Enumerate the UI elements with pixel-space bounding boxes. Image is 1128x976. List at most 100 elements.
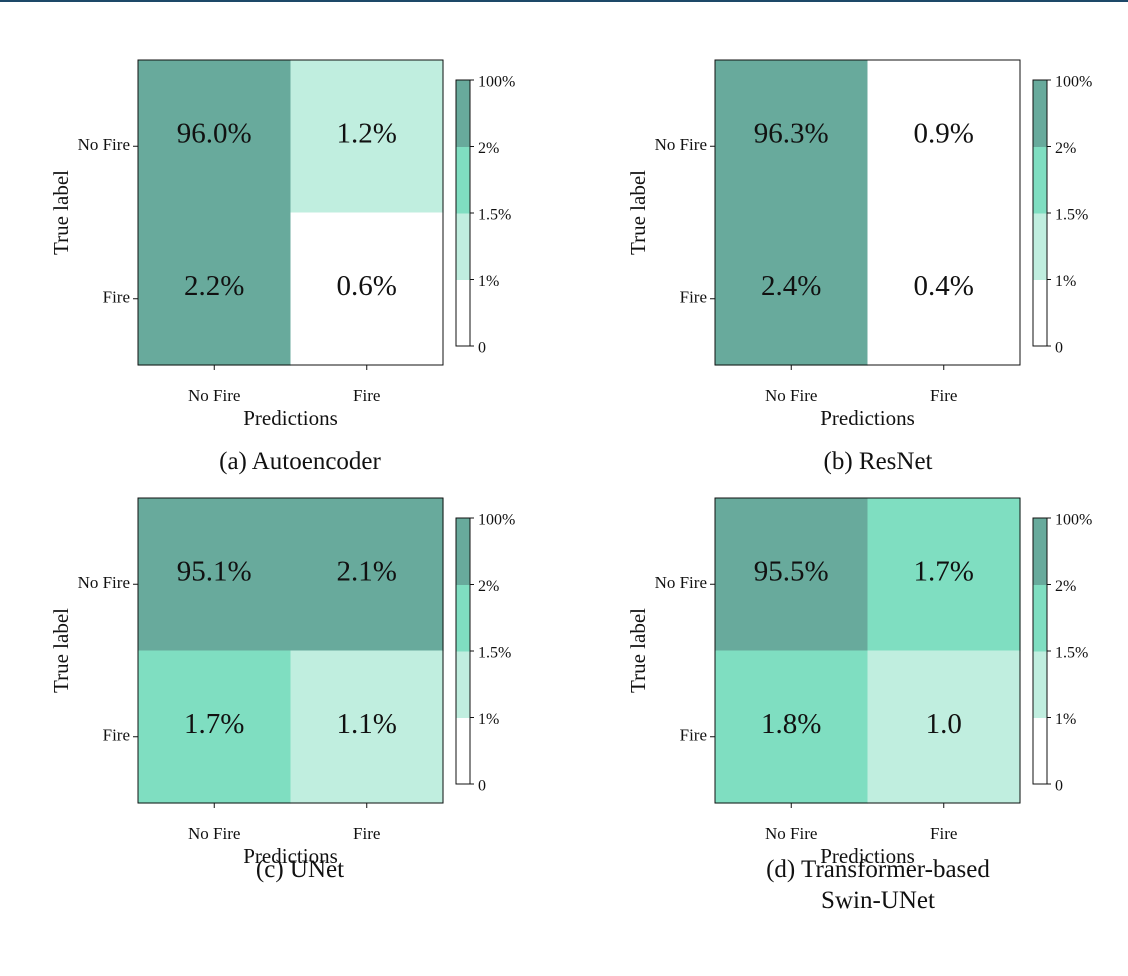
colorbar-segment: [456, 279, 470, 347]
colorbar-tick-label: 1.5%: [1055, 645, 1088, 662]
colorbar-segment: [456, 584, 470, 652]
heatmap-cell: [867, 498, 1021, 652]
y-tick-label: Fire: [103, 288, 130, 307]
y-tick-label: No Fire: [78, 135, 130, 154]
colorbar-tick-label: 100%: [478, 74, 515, 91]
x-tick-label: No Fire: [765, 386, 817, 405]
colorbar-segment: [1033, 518, 1047, 585]
cell-value-label: 96.3%: [754, 118, 829, 150]
heatmap-cell: [138, 650, 292, 804]
colorbar-tick-label: 0: [1055, 778, 1063, 795]
x-axis-title: Predictions: [820, 844, 915, 868]
x-axis-title: Predictions: [243, 844, 338, 868]
colorbar-tick-label: 100%: [1055, 512, 1092, 529]
colorbar-segment: [1033, 584, 1047, 652]
colorbar-tick-label: 1%: [1055, 273, 1076, 290]
heatmap-cell: [290, 498, 444, 652]
y-axis-title: True label: [49, 170, 73, 255]
colorbar-tick-label: 2%: [478, 140, 499, 157]
y-tick-label: No Fire: [655, 135, 707, 154]
colorbar-tick-label: 1%: [1055, 711, 1076, 728]
heatmap-cell: [715, 650, 869, 804]
heatmap-cell: [867, 650, 1021, 804]
cell-value-label: 1.8%: [761, 708, 821, 740]
colorbar-tick-label: 100%: [1055, 74, 1092, 91]
top-rule: [0, 0, 1128, 2]
x-tick-label: No Fire: [765, 824, 817, 843]
heatmap-frame: [714, 59, 1021, 366]
heatmap-cell: [715, 60, 869, 214]
y-tick-label: No Fire: [655, 573, 707, 592]
colorbar-tick-label: 1.5%: [1055, 207, 1088, 224]
colorbar-tick-label: 100%: [478, 512, 515, 529]
cell-value-label: 95.1%: [177, 556, 252, 588]
colorbar-segment: [456, 146, 470, 214]
colorbar-segment: [1033, 146, 1047, 214]
caption-a: (a) Autoencoder: [219, 448, 381, 475]
x-tick-label: Fire: [930, 824, 957, 843]
cell-value-label: 1.1%: [337, 708, 397, 740]
cell-value-label: 2.2%: [184, 270, 244, 302]
cell-value-label: 0.6%: [337, 270, 397, 302]
x-axis-title: Predictions: [243, 406, 338, 430]
colorbar-tick-label: 2%: [478, 578, 499, 595]
heatmap-cell: [290, 212, 444, 366]
heatmap-cell: [715, 498, 869, 652]
x-tick-label: No Fire: [188, 824, 240, 843]
heatmap-frame: [714, 497, 1021, 804]
heatmap-cell: [138, 498, 292, 652]
y-tick-label: Fire: [680, 726, 707, 745]
colorbar-segment: [1033, 717, 1047, 785]
x-axis-title: Predictions: [820, 406, 915, 430]
heatmap-frame: [137, 497, 444, 804]
cell-value-label: 2.1%: [337, 556, 397, 588]
cell-value-label: 95.5%: [754, 556, 829, 588]
y-axis-title: True label: [49, 608, 73, 693]
cell-value-label: 1.7%: [914, 556, 974, 588]
cell-value-label: 96.0%: [177, 118, 252, 150]
x-tick-label: No Fire: [188, 386, 240, 405]
colorbar-segment: [456, 518, 470, 585]
y-tick-label: Fire: [680, 288, 707, 307]
heatmap-frame: [137, 59, 444, 366]
colorbar-segment: [456, 80, 470, 147]
cell-value-label: 0.4%: [914, 270, 974, 302]
y-tick-label: Fire: [103, 726, 130, 745]
colorbar-tick-label: 2%: [1055, 140, 1076, 157]
cell-value-label: 1.7%: [184, 708, 244, 740]
heatmap-cell: [867, 60, 1021, 214]
x-tick-label: Fire: [930, 386, 957, 405]
colorbar-tick-label: 0: [478, 340, 486, 357]
heatmap-cell: [138, 212, 292, 366]
caption-c: (c) UNet: [255, 856, 345, 883]
colorbar-segment: [1033, 651, 1047, 718]
colorbar-tick-label: 2%: [1055, 578, 1076, 595]
colorbar-segment: [456, 213, 470, 280]
cell-value-label: 1.2%: [337, 118, 397, 150]
colorbar-segment: [1033, 279, 1047, 347]
colorbar-segment: [456, 651, 470, 718]
colorbar-segment: [456, 717, 470, 785]
colorbar-tick-label: 1.5%: [478, 207, 511, 224]
caption-b: (b) ResNet: [823, 448, 933, 475]
cell-value-label: 2.4%: [761, 270, 821, 302]
cell-value-label: 1.0: [926, 708, 962, 740]
y-axis-title: True label: [626, 608, 650, 693]
heatmap-cell: [290, 60, 444, 214]
cell-value-label: 0.9%: [914, 118, 974, 150]
colorbar-tick-label: 1%: [478, 711, 499, 728]
colorbar-tick-label: 1%: [478, 273, 499, 290]
heatmap-cell: [138, 60, 292, 214]
x-tick-label: Fire: [353, 824, 380, 843]
heatmap-cell: [867, 212, 1021, 366]
y-tick-label: No Fire: [78, 573, 130, 592]
colorbar-tick-label: 0: [478, 778, 486, 795]
colorbar-tick-label: 0: [1055, 340, 1063, 357]
caption-d: (d) Transformer-based Swin-UNet: [766, 856, 990, 914]
colorbar-segment: [1033, 80, 1047, 147]
heatmap-cell: [290, 650, 444, 804]
y-axis-title: True label: [626, 170, 650, 255]
colorbar-segment: [1033, 213, 1047, 280]
heatmap-cell: [715, 212, 869, 366]
